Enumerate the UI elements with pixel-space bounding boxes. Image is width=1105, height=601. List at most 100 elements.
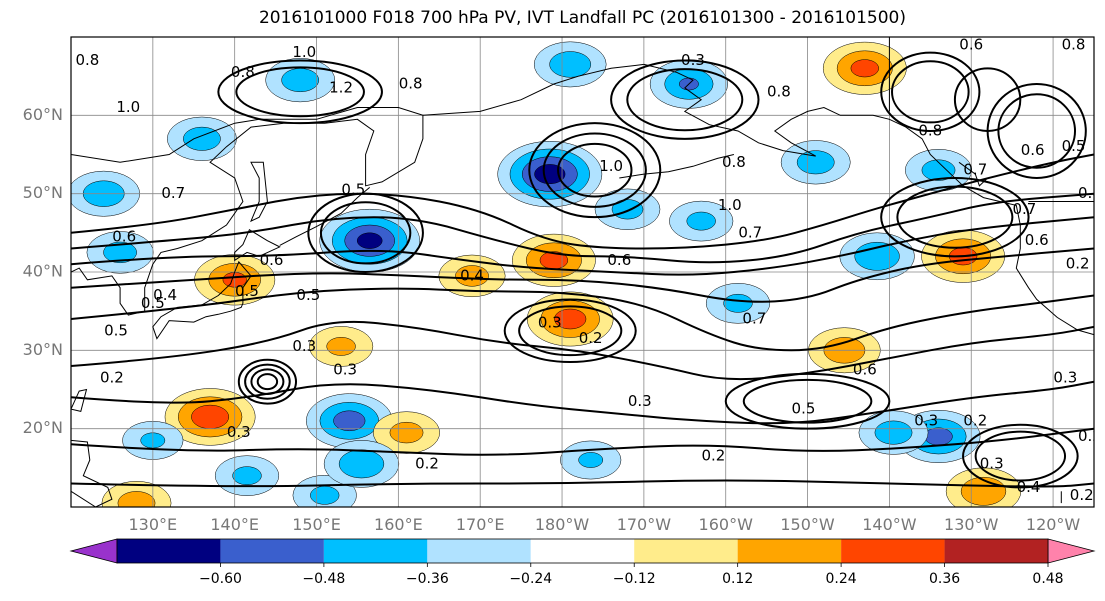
philippines-coastline xyxy=(71,439,113,507)
contour-label: 0.6 xyxy=(607,251,631,269)
colorbar-tick-label: 0.48 xyxy=(1032,571,1063,587)
longitude-tick-label: 170°E xyxy=(456,515,505,534)
colorbar: −0.60 −0.48 −0.36 −0.24 −0.12 0.12 0.24 0.36 0.4… xyxy=(69,538,1096,587)
contour-label: 0.7 xyxy=(738,223,762,241)
pv-anomaly-level xyxy=(960,476,1007,506)
colorbar-tick-label: −0.60 xyxy=(199,571,242,587)
pv-anomaly-level xyxy=(854,241,900,271)
pv-anomaly-level xyxy=(924,427,953,446)
pv-anomaly-blob xyxy=(780,140,851,185)
chart-title: 2016101000 F018 700 hPa PV, IVT Landfall… xyxy=(258,8,906,28)
contour-label: 0.7 xyxy=(742,310,766,328)
longitude-tick-label: 170°W xyxy=(617,515,672,534)
ivt-closed-contour xyxy=(528,122,662,219)
contour-label: 0.5 xyxy=(141,294,165,312)
pv-anomaly-blob xyxy=(101,481,172,507)
pv-anomaly-level xyxy=(117,491,156,507)
graticule xyxy=(71,37,1094,507)
pv-anomaly-blob xyxy=(533,41,607,88)
longitude-tick-label: 160°W xyxy=(699,515,754,534)
pv-anomaly-blob xyxy=(839,232,915,281)
pv-anomaly-level xyxy=(796,150,835,175)
ivt-closed-contour xyxy=(250,368,285,395)
ivt-closed-contour xyxy=(319,201,412,265)
contour-label: 0.2 xyxy=(963,411,987,429)
longitude-tick-label: 150°W xyxy=(780,515,835,534)
contour-label: 0.6 xyxy=(853,360,877,378)
contour-label: 0.3 xyxy=(538,313,562,331)
pv-anomaly-level xyxy=(686,211,716,231)
longitude-tick-label: 160°E xyxy=(374,515,423,534)
ivt-closed-contour xyxy=(503,298,637,364)
pv-anomaly-blob xyxy=(86,231,154,274)
longitude-tick-label: 140°E xyxy=(210,515,259,534)
contour-label: 0.2 xyxy=(1070,486,1094,504)
ivt-closed-contour xyxy=(610,59,760,140)
pv-anomaly-blob xyxy=(309,326,374,367)
hokkaido-coastline xyxy=(234,228,281,262)
colorbar-swatch xyxy=(220,539,324,563)
contour-label: 0.8 xyxy=(1078,184,1102,202)
pv-anomaly-blob xyxy=(167,116,237,161)
pv-anomaly-level xyxy=(191,404,230,429)
ivt-closed-contour xyxy=(557,142,633,198)
aleutian-islands xyxy=(619,154,735,179)
contour-label: 0.2 xyxy=(702,447,726,465)
ivt-closed-contour xyxy=(542,132,647,208)
colorbar-tick-label: −0.12 xyxy=(613,571,656,587)
longitude-tick-label: 180°W xyxy=(535,515,590,534)
pv-anomaly-blob xyxy=(323,440,400,488)
longitude-tick-label: 120°W xyxy=(1026,515,1081,534)
ivt-closed-contour xyxy=(891,60,970,124)
north-america-coastline xyxy=(643,63,1094,336)
contour-label: 0.2 xyxy=(100,368,124,386)
pv-anomaly-level xyxy=(356,232,383,249)
colorbar-tick-label: −0.36 xyxy=(406,571,449,587)
contour-label: 0.3 xyxy=(227,423,251,441)
contour-label: 0.3 xyxy=(980,454,1004,472)
ivt-contour-line xyxy=(71,287,1094,352)
contour-label: 1.0 xyxy=(718,196,742,214)
pv-anomaly-blob xyxy=(306,393,393,449)
contour-label: 1.0 xyxy=(599,157,623,175)
ivt-closed-contour xyxy=(217,59,383,125)
pv-anomaly-level xyxy=(850,59,879,78)
contour-label: 0.6 xyxy=(959,35,983,53)
contour-label: 0.8 xyxy=(399,75,423,93)
contour-label: 0.5 xyxy=(792,400,816,418)
longitude-axis: 130°E 140°E 150°E 160°E 170°E 180°W 170°W 160°W… xyxy=(129,515,1081,534)
colorbar-upper-extension xyxy=(1047,538,1096,564)
contour-label: 0.6 xyxy=(112,227,136,245)
contour-labels: 0.80.81.01.2 0.81.00.30.80.6 0.80.80.70.6 0… xyxy=(75,35,1102,504)
contour-label: 0.3 xyxy=(333,360,357,378)
latitude-tick-label: 50°N xyxy=(23,183,63,202)
honshu-coastline xyxy=(152,260,252,340)
pv-anomaly-blob xyxy=(512,233,596,287)
ivt-closed-contour xyxy=(997,93,1077,169)
pv-anomaly-blob xyxy=(265,58,336,103)
ivt-closed-contour xyxy=(896,185,1014,249)
pv-anomaly-blob xyxy=(945,467,1022,507)
contour-label: 0.5 xyxy=(341,180,365,198)
ivt-closed-contour xyxy=(307,192,424,274)
colorbar-lower-extension xyxy=(69,538,118,564)
colorbar-tick-label: 0.36 xyxy=(929,571,960,587)
contour-label: 0.6 xyxy=(260,251,284,269)
contour-label: 0.3 xyxy=(628,392,652,410)
pv-anomaly-level xyxy=(326,337,356,356)
ivt-closed-contour xyxy=(962,423,1079,489)
ivt-contour-line xyxy=(71,247,1094,303)
colorbar-swatch xyxy=(634,539,738,563)
ivt-closed-contour xyxy=(986,83,1087,179)
contour-label: 0.4 xyxy=(153,286,177,304)
ivt-closed-contour xyxy=(235,66,365,118)
colorbar-swatch xyxy=(530,539,635,563)
ivt-closed-contour xyxy=(237,358,298,405)
sakhalin-coastline xyxy=(250,161,268,223)
pv-anomaly-level xyxy=(338,449,385,479)
ivt-contour-line xyxy=(71,153,1094,250)
latitude-tick-label: 20°N xyxy=(23,418,63,437)
pv-anomaly-blob xyxy=(822,41,907,95)
contour-label: 0.6 xyxy=(1021,141,1045,159)
pv-anomaly-level xyxy=(333,410,366,432)
